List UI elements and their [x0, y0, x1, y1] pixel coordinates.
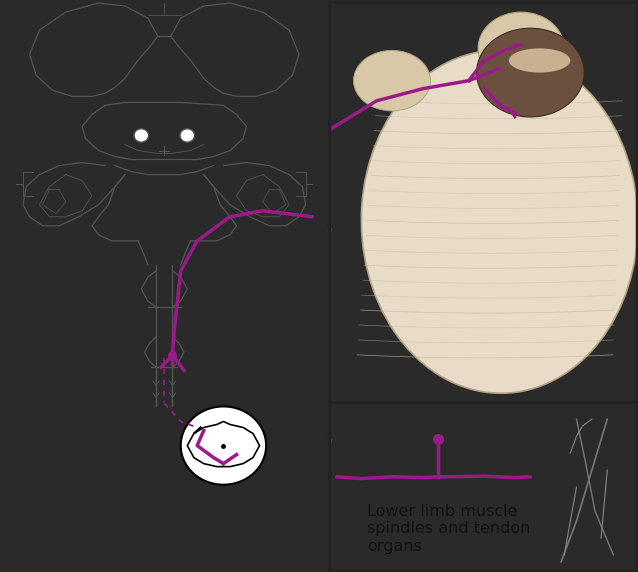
- Ellipse shape: [353, 50, 431, 111]
- Circle shape: [181, 407, 266, 484]
- Circle shape: [180, 129, 195, 142]
- Text: Lower limb muscle
spindles and tendon
organs: Lower limb muscle spindles and tendon or…: [367, 504, 531, 554]
- Ellipse shape: [361, 50, 638, 394]
- Circle shape: [134, 129, 149, 142]
- Ellipse shape: [509, 49, 570, 73]
- Ellipse shape: [477, 28, 584, 117]
- Ellipse shape: [478, 12, 564, 85]
